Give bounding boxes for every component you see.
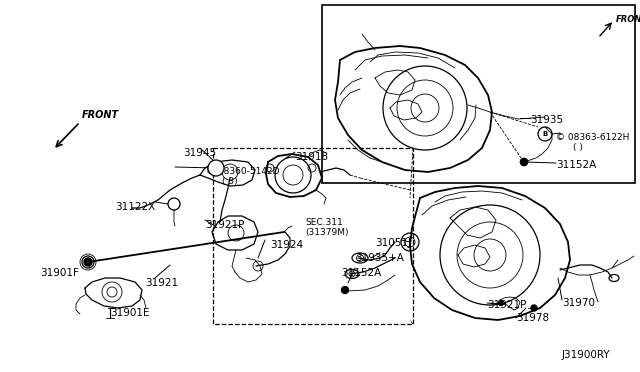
Text: © 08360-5142D: © 08360-5142D — [206, 167, 280, 176]
Circle shape — [520, 158, 527, 166]
Text: 31122X: 31122X — [115, 202, 156, 212]
Text: 31935: 31935 — [530, 115, 563, 125]
Text: J31900RY: J31900RY — [562, 350, 611, 360]
Text: 31901E: 31901E — [110, 308, 150, 318]
Text: 31901F: 31901F — [40, 268, 79, 278]
Text: B: B — [542, 131, 548, 137]
Text: ( 3): ( 3) — [222, 177, 237, 186]
Circle shape — [84, 258, 92, 266]
Text: 31051J: 31051J — [375, 238, 411, 248]
Circle shape — [499, 301, 504, 305]
Text: 31918: 31918 — [295, 152, 328, 162]
Text: 31978: 31978 — [516, 313, 549, 323]
Text: 31152A: 31152A — [556, 160, 596, 170]
Text: FRONT: FRONT — [616, 16, 640, 25]
Text: 31921: 31921 — [145, 278, 178, 288]
Text: 31152A: 31152A — [341, 268, 381, 278]
Text: 31924: 31924 — [270, 240, 303, 250]
Text: 31921P: 31921P — [487, 300, 526, 310]
Text: (31379M): (31379M) — [305, 228, 349, 237]
Text: S: S — [213, 164, 219, 173]
Text: SEC.311: SEC.311 — [305, 218, 343, 227]
Bar — [322, 5, 635, 183]
Text: ( ): ( ) — [573, 143, 583, 152]
Circle shape — [208, 160, 224, 176]
Circle shape — [168, 198, 180, 210]
Circle shape — [342, 286, 349, 294]
Text: © 08363-6122H: © 08363-6122H — [556, 133, 629, 142]
Text: 31970: 31970 — [562, 298, 595, 308]
Text: 31921P: 31921P — [205, 220, 244, 230]
Circle shape — [520, 158, 527, 166]
Circle shape — [531, 305, 537, 311]
Text: 31945: 31945 — [184, 148, 216, 158]
Text: FRONT: FRONT — [82, 110, 119, 120]
Bar — [213, 148, 413, 324]
Text: 31935+A: 31935+A — [355, 253, 404, 263]
